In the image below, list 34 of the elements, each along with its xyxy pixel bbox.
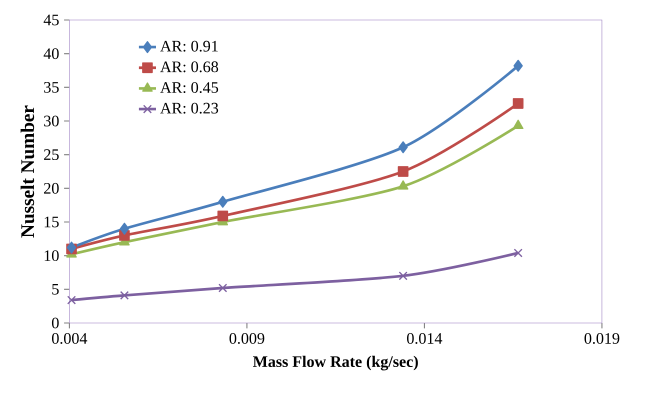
y-tick-label: 30 [44, 116, 59, 126]
point [398, 141, 408, 154]
point [120, 222, 130, 235]
point [217, 210, 228, 222]
point [218, 284, 228, 292]
y-tick-label: 25 [44, 149, 59, 160]
legend-label: AR: 0.68 [160, 61, 218, 72]
legend-label: AR: 0.45 [160, 82, 218, 93]
x-tick-label: 0.019 [584, 333, 620, 344]
y-tick-label: 45 [44, 14, 59, 26]
point [514, 248, 523, 258]
y-tick-label: 10 [44, 250, 59, 262]
y-tick-label: 35 [44, 82, 59, 93]
point [398, 271, 408, 280]
y-tick-label: 15 [44, 216, 59, 228]
legend-label: AR: 0.23 [160, 102, 218, 114]
y-tick-label: 5 [52, 284, 59, 295]
x-tick-label: 0.009 [230, 333, 264, 344]
legend-label: AR: 0.91 [160, 40, 218, 52]
point [67, 296, 76, 305]
x-tick-label: 0.004 [52, 333, 88, 344]
y-tick-label: 0 [52, 318, 59, 328]
point [398, 180, 408, 190]
x-axis-title: Mass Flow Rate (kg/sec) [252, 356, 418, 370]
point [218, 196, 228, 208]
x-tick-label: 0.014 [407, 333, 442, 344]
point [398, 166, 408, 177]
y-axis-title: Nusselt Number [20, 105, 34, 238]
y-tick-label: 40 [44, 48, 59, 60]
point [512, 98, 524, 109]
point [512, 120, 524, 130]
y-tick-label: 20 [44, 182, 59, 194]
point [120, 290, 129, 300]
point [513, 60, 523, 72]
